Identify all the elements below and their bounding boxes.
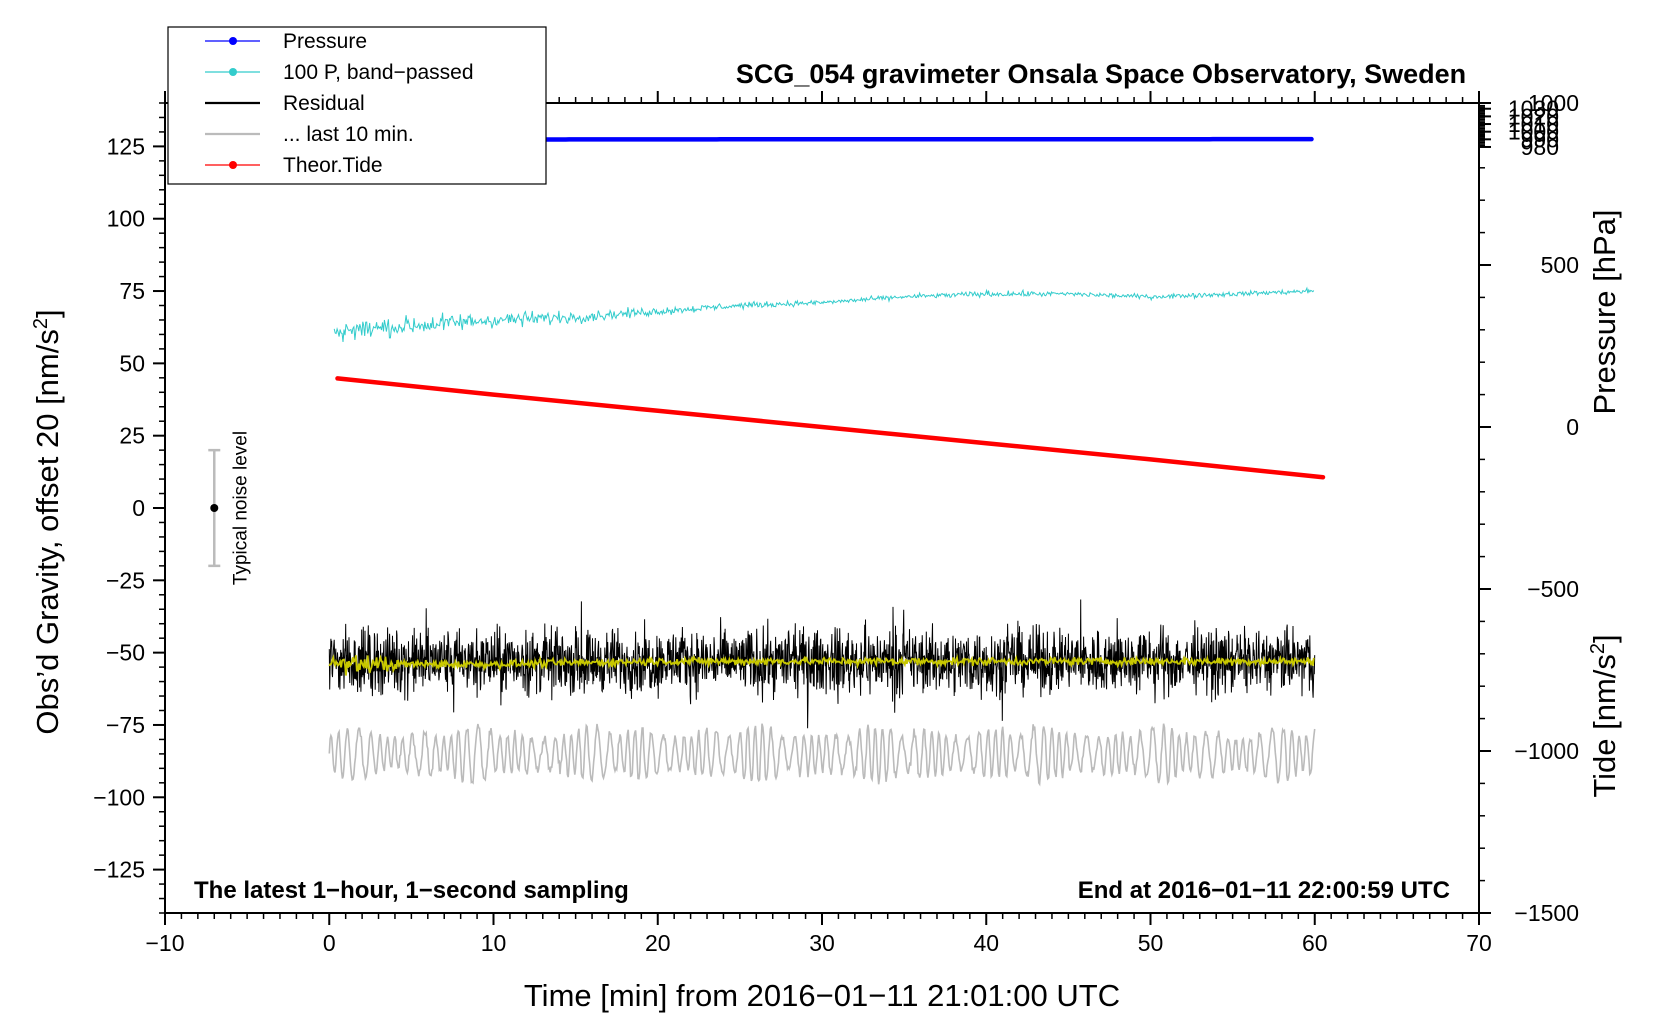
legend-label: 100 P, band−passed	[283, 61, 474, 84]
legend: Pressure 100 P, band−passed Residual ... la…	[167, 26, 547, 185]
x-tick-label: 20	[645, 930, 671, 956]
legend-label: Theor.Tide	[283, 154, 383, 177]
series-theor-tide	[335, 376, 1326, 480]
left-axis-ticks: 125 100 75 50 25 0 −25 −50 −75 −100 −125	[93, 102, 165, 914]
y-left-tick-label: 0	[132, 495, 145, 521]
tide-tick-label: 500	[1541, 252, 1579, 278]
y-left-tick-label: −75	[106, 712, 145, 738]
legend-label: Pressure	[283, 30, 367, 53]
pressure-axis-title: Pressure [hPa]	[1587, 209, 1622, 414]
series-layer	[327, 136, 1326, 787]
legend-label: ... last 10 min.	[283, 123, 414, 146]
tide-tick-label: −1500	[1514, 900, 1579, 926]
pressure-tick-label: 1020	[1508, 103, 1559, 129]
x-tick-label: 40	[973, 930, 999, 956]
series-last-10-min	[328, 723, 1316, 787]
left-axis-title: Obs’d Gravity, offset 20 [nm/s2]	[30, 309, 65, 734]
tide-tick-label: 0	[1566, 414, 1579, 440]
y-left-tick-label: 25	[119, 423, 145, 449]
y-left-tick-label: 100	[107, 206, 145, 232]
tide-tick-label: −1000	[1514, 738, 1579, 764]
tide-axis-title: Tide [nm/s2]	[1587, 634, 1622, 797]
tide-axis-ticks: 1000 500 0 −500 −1000 −1500	[1479, 90, 1579, 926]
y-left-tick-label: 75	[119, 278, 145, 304]
pressure-tick-label: 990	[1521, 126, 1559, 152]
tide-tick-label: −500	[1527, 576, 1579, 602]
series-residual-smoothed	[328, 654, 1315, 676]
chart-title: SCG_054 gravimeter Onsala Space Observat…	[736, 59, 1466, 89]
pressure-tick-label: 980	[1521, 134, 1559, 160]
x-axis-title: Time [min] from 2016−01−11 21:01:00 UTC	[524, 978, 1120, 1013]
x-tick-label: 70	[1466, 930, 1492, 956]
noise-level-indicator: Typical noise level	[208, 431, 251, 585]
pressure-tick-label: 1030	[1508, 96, 1559, 122]
noise-bar-label: Typical noise level	[230, 431, 251, 585]
plot-frame	[164, 102, 1480, 914]
y-left-tick-label: 50	[119, 350, 145, 376]
series-band-passed	[333, 286, 1315, 342]
legend-swatch-marker	[229, 161, 237, 169]
x-tick-label: −10	[145, 930, 184, 956]
y-left-tick-label: −100	[93, 784, 145, 810]
y-left-tick-label: −50	[106, 640, 145, 666]
legend-swatch-marker	[229, 37, 237, 45]
x-axis-ticks: −10 0 10 20 30 40 50 60 70	[145, 91, 1492, 956]
noise-bar-center-dot	[210, 504, 219, 512]
legend-label: Residual	[283, 92, 365, 115]
tide-tick-label: 1000	[1528, 90, 1579, 116]
x-tick-label: 0	[323, 930, 336, 956]
y-left-tick-label: −25	[106, 567, 145, 593]
pressure-tick-label: 1000	[1508, 119, 1559, 145]
x-tick-label: 10	[481, 930, 507, 956]
y-left-tick-label: −125	[93, 857, 145, 883]
x-tick-label: 60	[1302, 930, 1328, 956]
series-residual	[328, 599, 1316, 729]
note-right: End at 2016−01−11 22:00:59 UTC	[1078, 877, 1450, 904]
pressure-tick-label: 1010	[1508, 111, 1559, 137]
note-left: The latest 1−hour, 1−second sampling	[194, 877, 629, 904]
y-left-tick-label: 125	[107, 133, 145, 159]
legend-swatch-marker	[229, 68, 237, 76]
x-tick-label: 50	[1138, 930, 1164, 956]
legend-box	[167, 26, 547, 185]
x-tick-label: 30	[809, 930, 835, 956]
